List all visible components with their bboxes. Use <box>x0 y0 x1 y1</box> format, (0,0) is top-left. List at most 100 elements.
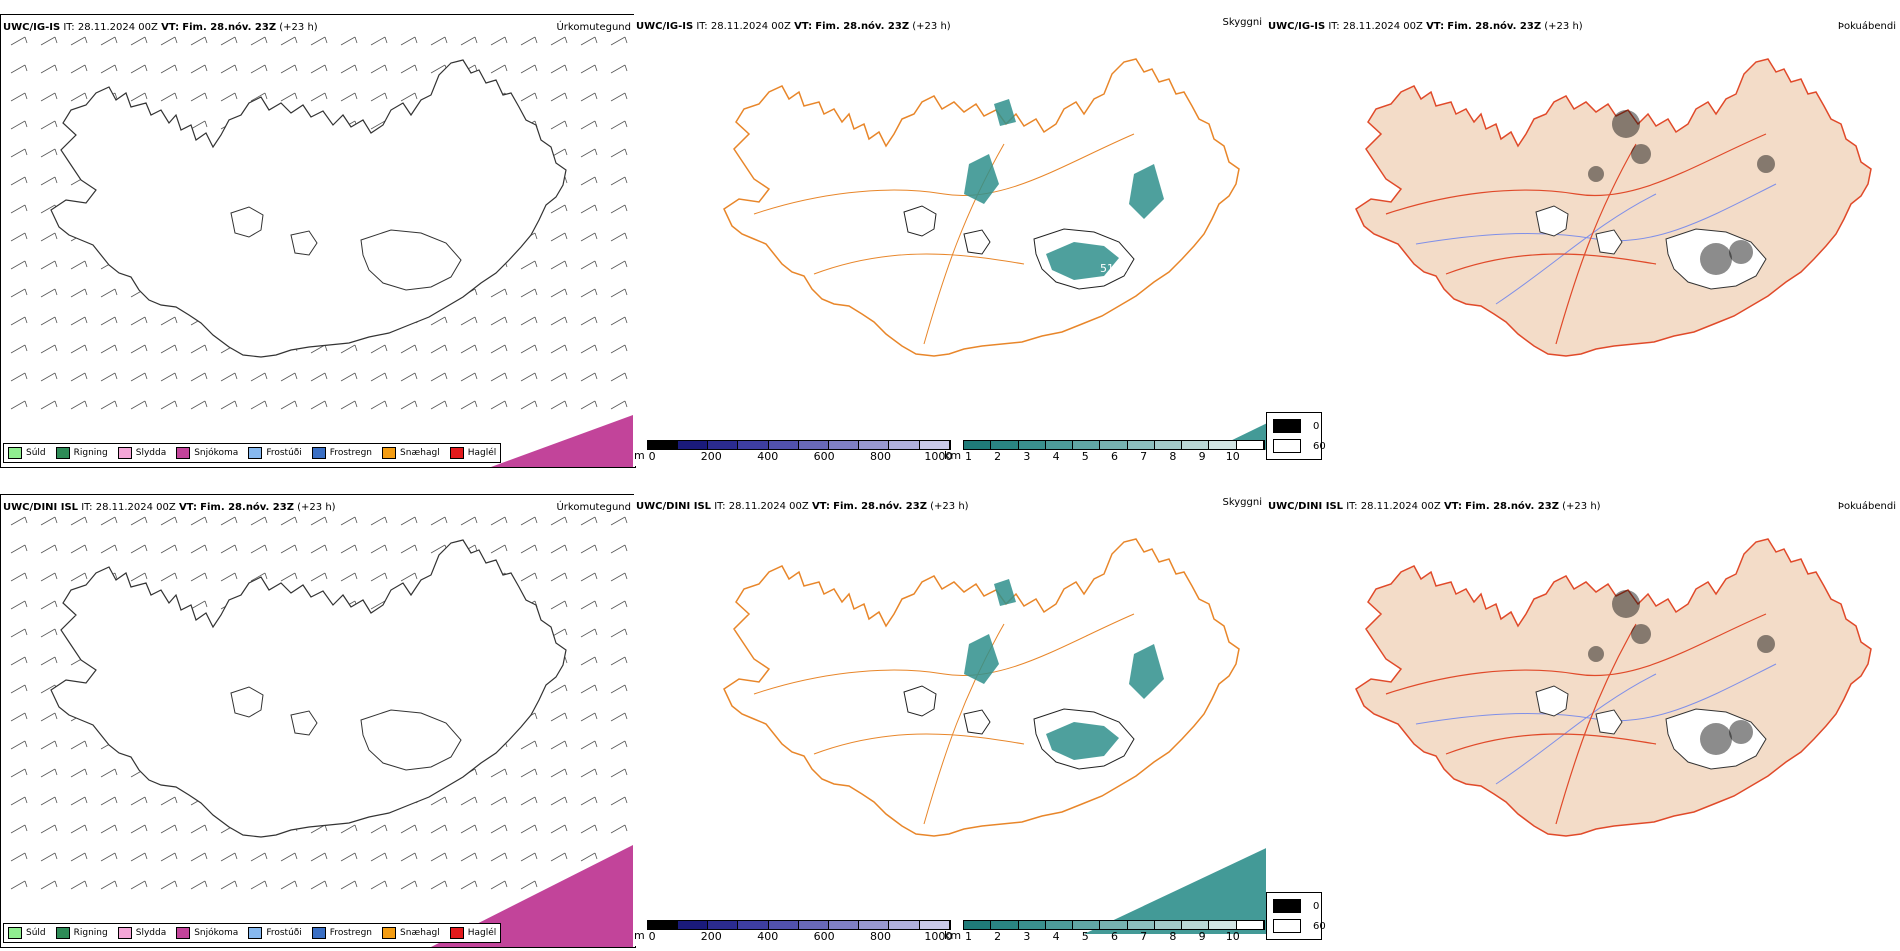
wind-barb-tick <box>564 92 568 100</box>
wind-barb-tick <box>84 796 88 804</box>
wind-barb-tick <box>564 204 568 212</box>
wind-barb <box>310 344 326 354</box>
wind-barb <box>520 880 536 890</box>
wind-barb-tick <box>174 544 178 552</box>
wind-barb <box>130 92 146 102</box>
wind-barb-tick <box>114 516 118 524</box>
wind-barb-tick <box>534 572 538 580</box>
wind-barb <box>550 768 566 778</box>
wind-barb <box>10 92 26 102</box>
wind-barb-tick <box>624 572 628 580</box>
colorbar-tick-label: 200 <box>700 450 722 463</box>
wind-barb <box>430 796 446 806</box>
wind-barb <box>610 232 626 242</box>
wind-barb-tick <box>264 400 268 408</box>
wind-barb <box>550 740 566 750</box>
wind-barb-tick <box>594 740 598 748</box>
wind-barb-tick <box>204 600 208 608</box>
colorbar-unit: m <box>634 929 645 942</box>
wind-barb-tick <box>54 740 58 748</box>
wind-barb <box>580 176 596 186</box>
colorbar-tick-label: 4 <box>1052 930 1060 943</box>
wind-barb <box>310 372 326 382</box>
wind-barb <box>550 260 566 270</box>
glacier-outline <box>230 686 264 718</box>
colorbar-tick-label: 0 <box>648 450 656 463</box>
snow-area <box>431 845 633 947</box>
wind-barb <box>160 852 176 862</box>
wind-barb <box>40 288 56 298</box>
wind-barb <box>610 712 626 722</box>
wind-barb-tick <box>384 852 388 860</box>
wind-barb-tick <box>624 740 628 748</box>
colorbar-cell <box>798 921 829 929</box>
wind-barb <box>340 92 356 102</box>
wind-barb-tick <box>204 544 208 552</box>
wind-barb-tick <box>144 880 148 888</box>
wind-barb <box>370 600 386 610</box>
wind-barb-tick <box>204 516 208 524</box>
wind-barb-tick <box>294 92 298 100</box>
wind-barb-tick <box>594 768 598 776</box>
wind-barb <box>490 516 506 526</box>
wind-barb <box>220 880 236 890</box>
wind-barb-tick <box>84 372 88 380</box>
wind-barb-tick <box>84 400 88 408</box>
colorbar-cell <box>991 441 1019 449</box>
wind-barb <box>100 768 116 778</box>
legend-swatch <box>311 447 326 459</box>
wind-barb <box>580 204 596 214</box>
wind-barb-tick <box>474 880 478 888</box>
fog-legend-row1: 0 60 <box>1266 412 1326 460</box>
glacier-outline <box>290 230 318 256</box>
wind-barb-tick <box>564 768 568 776</box>
fog-indicator-blob <box>1700 723 1732 755</box>
wind-barb <box>250 544 266 554</box>
colorbar-cell <box>1236 921 1265 929</box>
wind-barb-tick <box>54 36 58 44</box>
panel-header-row1-visibility: UWC/IG-IS IT: 28.11.2024 00Z VT: Fim. 28… <box>636 21 951 32</box>
legend-label: Frostregn <box>329 928 373 938</box>
colorbar-tick-label: 6 <box>1110 450 1118 463</box>
legend-label: Súld <box>26 448 46 458</box>
wind-barb-tick <box>24 628 28 636</box>
wind-barb <box>10 656 26 666</box>
wind-barb <box>610 824 626 834</box>
precip-legend-item: Snjókoma <box>176 927 238 939</box>
wind-barb-tick <box>564 120 568 128</box>
wind-barb <box>250 372 266 382</box>
wind-barb-tick <box>504 768 508 776</box>
wind-barb-tick <box>264 372 268 380</box>
wind-barb <box>160 36 176 46</box>
colorbar-tick-label: 200 <box>700 930 722 943</box>
wind-barb-tick <box>24 316 28 324</box>
legend-swatch <box>449 447 464 459</box>
wind-barb-tick <box>564 796 568 804</box>
wind-barb-tick <box>534 260 538 268</box>
wind-barb-tick <box>384 36 388 44</box>
colorbar-cell <box>738 921 769 929</box>
wind-barb <box>40 544 56 554</box>
wind-barb <box>70 36 86 46</box>
wind-barb-tick <box>624 796 628 804</box>
wind-barb <box>130 372 146 382</box>
wind-barb <box>70 824 86 834</box>
wind-barb-tick <box>414 852 418 860</box>
wind-barb <box>190 824 206 834</box>
colorbar-tick-label: 2 <box>994 930 1002 943</box>
iceland-land <box>1355 58 1872 357</box>
wind-barb <box>220 852 236 862</box>
colorbar-cell <box>1045 921 1074 929</box>
wind-barb-tick <box>564 36 568 44</box>
wind-barb-tick <box>624 260 628 268</box>
wind-barb <box>160 796 176 806</box>
glacier-area <box>1595 229 1623 255</box>
wind-barb-tick <box>324 344 328 352</box>
wind-barb <box>10 796 26 806</box>
wind-barb-tick <box>174 400 178 408</box>
wind-barb-tick <box>354 572 358 580</box>
wind-barb-tick <box>144 796 148 804</box>
wind-barb <box>370 372 386 382</box>
wind-barb-tick <box>144 344 148 352</box>
wind-barb <box>70 288 86 298</box>
